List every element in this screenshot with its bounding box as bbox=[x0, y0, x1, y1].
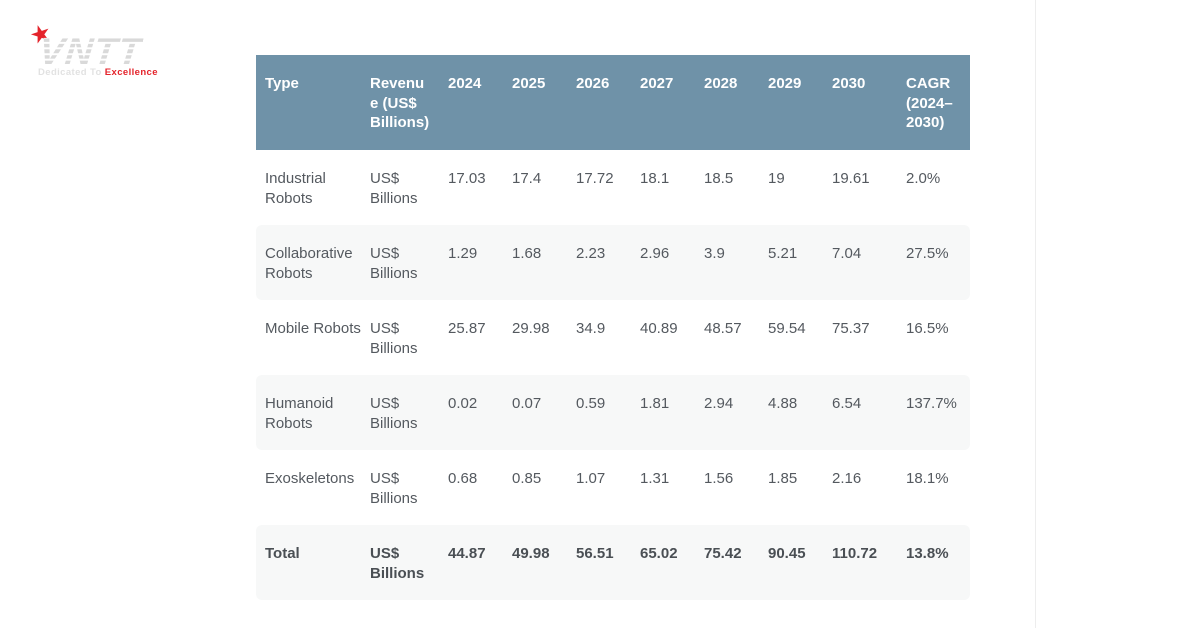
cell-2027: 1.31 bbox=[640, 470, 670, 487]
cell-2024: 0.68 bbox=[448, 470, 478, 487]
cell-cagr: 27.5% bbox=[897, 225, 970, 300]
cell-2025: 49.98 bbox=[503, 525, 567, 600]
cell-cagr: 137.7% bbox=[897, 375, 970, 450]
cell-type: Collaborative Robots bbox=[256, 225, 361, 300]
cell-2029: 19 bbox=[768, 170, 785, 187]
header-2029: 2029 bbox=[759, 55, 823, 150]
cell-2028: 1.56 bbox=[704, 470, 734, 487]
cell-2028: 48.57 bbox=[704, 320, 742, 337]
cell-2024: 44.87 bbox=[439, 525, 503, 600]
header-type: Type bbox=[256, 55, 361, 150]
table-row: Humanoid Robots US$ Billions 0.02 0.07 0… bbox=[256, 375, 970, 450]
cell-cagr: 16.5% bbox=[906, 320, 949, 337]
cell-2026: 34.9 bbox=[576, 320, 606, 337]
cell-unit: US$ Billions bbox=[370, 320, 418, 357]
cell-2024: 1.29 bbox=[439, 225, 503, 300]
cell-2026: 56.51 bbox=[567, 525, 631, 600]
cell-2026: 0.59 bbox=[567, 375, 631, 450]
cell-type: Humanoid Robots bbox=[256, 375, 361, 450]
cell-cagr: 13.8% bbox=[897, 525, 970, 600]
cell-2027: 1.81 bbox=[631, 375, 695, 450]
cell-2026: 2.23 bbox=[567, 225, 631, 300]
header-2024: 2024 bbox=[439, 55, 503, 150]
cell-2030: 7.04 bbox=[823, 225, 897, 300]
cell-2025: 0.85 bbox=[512, 470, 542, 487]
cell-2025: 0.07 bbox=[503, 375, 567, 450]
table-row: Exoskeletons US$ Billions 0.68 0.85 1.07… bbox=[256, 450, 970, 525]
header-2025: 2025 bbox=[503, 55, 567, 150]
cell-2029: 4.88 bbox=[759, 375, 823, 450]
table-row: Mobile Robots US$ Billions 25.87 29.98 3… bbox=[256, 300, 970, 375]
cell-2025: 29.98 bbox=[512, 320, 550, 337]
header-2030: 2030 bbox=[823, 55, 897, 150]
site-logo[interactable]: ★ VNTT Dedicated To Excellence bbox=[25, 6, 175, 96]
cell-2030: 75.37 bbox=[832, 320, 870, 337]
cell-2030: 19.61 bbox=[832, 170, 870, 187]
table-row: Collaborative Robots US$ Billions 1.29 1… bbox=[256, 225, 970, 300]
cell-2030: 110.72 bbox=[823, 525, 897, 600]
cell-2027: 65.02 bbox=[631, 525, 695, 600]
cell-2027: 2.96 bbox=[631, 225, 695, 300]
cell-2024: 0.02 bbox=[439, 375, 503, 450]
cell-unit: US$ Billions bbox=[370, 470, 418, 507]
logo-tagline-left: Dedicated To bbox=[38, 67, 102, 78]
logo-tagline-accent: Excellence bbox=[104, 67, 158, 78]
header-2028: 2028 bbox=[695, 55, 759, 150]
cell-cagr: 18.1% bbox=[906, 470, 949, 487]
cell-2024: 17.03 bbox=[448, 170, 486, 187]
cell-type: Industrial Robots bbox=[265, 170, 326, 207]
table-row: Total US$ Billions 44.87 49.98 56.51 65.… bbox=[256, 525, 970, 600]
cell-2029: 1.85 bbox=[768, 470, 798, 487]
cell-2029: 5.21 bbox=[759, 225, 823, 300]
cell-2026: 17.72 bbox=[576, 170, 614, 187]
table-header-row: Type Revenue (US$ Billions) 2024 2025 20… bbox=[256, 55, 970, 150]
logo-tagline: Dedicated To Excellence bbox=[38, 67, 178, 78]
cell-type: Exoskeletons bbox=[265, 470, 355, 487]
data-table: Type Revenue (US$ Billions) 2024 2025 20… bbox=[256, 55, 970, 600]
cell-2026: 1.07 bbox=[576, 470, 606, 487]
cell-unit: US$ Billions bbox=[361, 525, 439, 600]
cell-2024: 25.87 bbox=[448, 320, 486, 337]
cell-2028: 2.94 bbox=[695, 375, 759, 450]
header-2026: 2026 bbox=[567, 55, 631, 150]
cell-unit: US$ Billions bbox=[361, 225, 439, 300]
cell-2028: 18.5 bbox=[704, 170, 734, 187]
logo-text: VNTT bbox=[36, 31, 145, 73]
cell-2030: 6.54 bbox=[823, 375, 897, 450]
cell-2030: 2.16 bbox=[832, 470, 862, 487]
cell-type: Total bbox=[256, 525, 361, 600]
header-revenue: Revenue (US$ Billions) bbox=[361, 55, 439, 150]
cell-2025: 17.4 bbox=[512, 170, 542, 187]
cell-2028: 3.9 bbox=[695, 225, 759, 300]
cell-unit: US$ Billions bbox=[361, 375, 439, 450]
cell-2025: 1.68 bbox=[503, 225, 567, 300]
cell-2029: 90.45 bbox=[759, 525, 823, 600]
cell-2028: 75.42 bbox=[695, 525, 759, 600]
cell-2027: 40.89 bbox=[640, 320, 678, 337]
content-right-divider bbox=[1035, 0, 1036, 628]
cell-type: Mobile Robots bbox=[265, 320, 361, 337]
cell-unit: US$ Billions bbox=[370, 170, 418, 207]
header-2027: 2027 bbox=[631, 55, 695, 150]
table-row: Industrial Robots US$ Billions 17.03 17.… bbox=[256, 150, 970, 225]
robot-market-table: Type Revenue (US$ Billions) 2024 2025 20… bbox=[256, 55, 970, 600]
cell-cagr: 2.0% bbox=[906, 170, 941, 187]
cell-2027: 18.1 bbox=[640, 170, 670, 187]
header-cagr: CAGR (2024–​2030) bbox=[897, 55, 970, 150]
cell-2029: 59.54 bbox=[768, 320, 806, 337]
